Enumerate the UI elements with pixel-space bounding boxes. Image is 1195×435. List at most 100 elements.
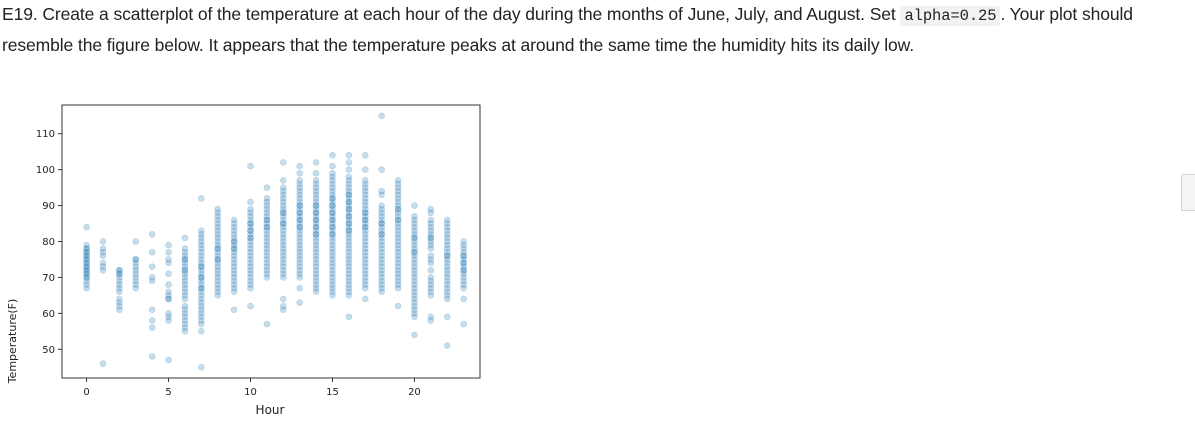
data-point xyxy=(411,256,418,263)
data-point xyxy=(279,184,287,191)
data-point xyxy=(427,313,435,321)
data-point xyxy=(263,270,271,278)
data-point xyxy=(83,259,90,267)
data-point xyxy=(148,277,156,285)
data-point xyxy=(345,313,353,321)
data-point xyxy=(361,166,369,173)
data-point xyxy=(214,234,222,242)
data-point xyxy=(296,220,303,227)
data-point xyxy=(378,234,385,242)
data-point xyxy=(411,259,418,267)
data-point xyxy=(83,259,90,267)
data-point xyxy=(247,209,254,217)
data-point xyxy=(345,284,353,292)
data-point xyxy=(312,223,320,231)
data-point xyxy=(165,270,172,278)
data-point xyxy=(83,245,90,252)
data-point xyxy=(361,223,369,231)
data-point xyxy=(329,180,336,188)
data-point xyxy=(279,205,287,213)
data-point xyxy=(361,263,369,270)
data-point xyxy=(181,313,189,321)
data-point xyxy=(394,245,402,252)
data-point xyxy=(411,299,418,306)
data-point xyxy=(443,245,451,252)
data-point xyxy=(181,317,189,324)
data-point xyxy=(165,310,172,317)
data-point xyxy=(361,281,369,288)
data-point xyxy=(230,284,238,292)
data-point xyxy=(394,234,402,242)
data-point xyxy=(411,266,418,274)
data-point xyxy=(443,223,451,231)
data-point xyxy=(329,231,336,238)
data-point xyxy=(345,191,353,199)
data-point xyxy=(329,205,336,213)
data-point xyxy=(411,220,418,227)
data-point xyxy=(312,266,320,274)
data-point xyxy=(99,266,107,274)
data-point xyxy=(165,356,172,364)
data-point xyxy=(83,263,90,270)
data-point xyxy=(116,274,123,281)
data-point xyxy=(279,266,287,274)
data-point xyxy=(345,209,353,217)
data-point xyxy=(312,209,320,217)
data-point xyxy=(214,284,222,292)
data-point xyxy=(279,209,287,217)
data-point xyxy=(345,288,353,296)
data-point xyxy=(378,166,385,173)
x-tick-label: 5 xyxy=(165,387,171,398)
scroll-handle[interactable] xyxy=(1181,174,1195,211)
data-point xyxy=(214,274,222,281)
data-point xyxy=(230,227,238,235)
data-point xyxy=(411,234,418,242)
data-point xyxy=(181,248,189,256)
data-point xyxy=(214,220,222,227)
data-point xyxy=(378,238,385,245)
data-point xyxy=(329,227,336,235)
data-point xyxy=(132,281,140,288)
data-point xyxy=(312,191,320,199)
data-point xyxy=(230,270,238,278)
data-point xyxy=(378,209,385,217)
data-point xyxy=(329,151,336,159)
data-point xyxy=(214,209,222,217)
data-point xyxy=(394,223,402,231)
data-point xyxy=(427,274,435,281)
y-tick-label: 70 xyxy=(42,273,55,284)
data-point xyxy=(411,238,418,245)
data-point xyxy=(312,216,320,224)
data-point xyxy=(230,223,238,231)
data-point xyxy=(181,320,189,328)
data-point xyxy=(214,256,222,263)
data-point xyxy=(361,151,369,159)
data-point xyxy=(394,220,402,227)
data-point xyxy=(279,306,287,314)
data-point xyxy=(279,252,287,260)
data-point xyxy=(198,306,205,314)
data-point xyxy=(427,266,435,274)
data-point xyxy=(279,238,287,245)
data-point xyxy=(165,241,172,249)
data-point xyxy=(279,259,287,267)
data-point xyxy=(312,159,320,166)
data-point xyxy=(329,184,336,191)
data-point xyxy=(230,234,238,242)
data-point xyxy=(312,284,320,292)
data-point xyxy=(312,263,320,270)
data-point xyxy=(312,231,320,238)
data-point xyxy=(263,198,271,206)
data-point xyxy=(296,245,303,252)
data-point xyxy=(83,274,90,281)
data-point xyxy=(411,216,418,224)
data-point xyxy=(263,223,271,231)
data-point xyxy=(361,220,369,227)
data-point xyxy=(411,331,418,339)
data-point xyxy=(214,245,222,252)
data-point xyxy=(198,295,205,303)
data-point xyxy=(443,281,451,288)
data-point xyxy=(116,299,123,306)
data-point xyxy=(312,198,320,206)
data-point xyxy=(378,241,385,249)
